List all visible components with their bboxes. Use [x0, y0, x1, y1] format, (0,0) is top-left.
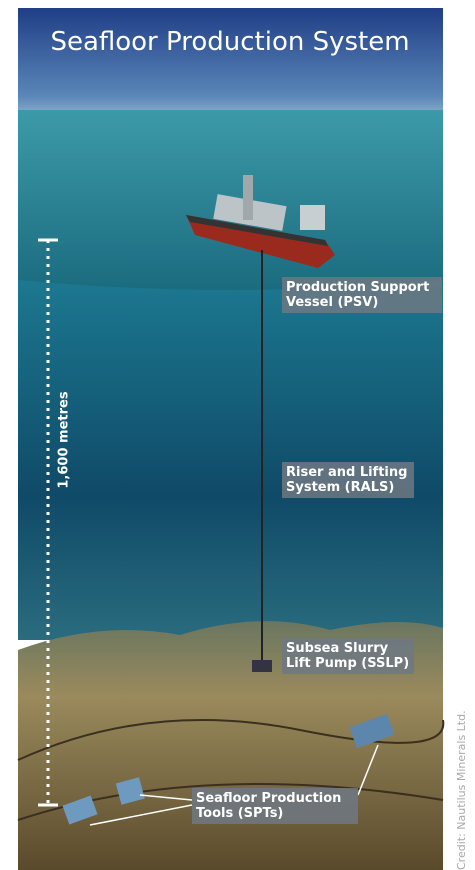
label-text: Tools (SPTs): [196, 806, 283, 821]
label-text: Vessel (PSV): [286, 295, 378, 310]
terrain-line: [17, 719, 445, 761]
label-text: System (RALS): [286, 480, 394, 495]
label-box: [192, 788, 358, 824]
scale-bar: [38, 238, 58, 807]
scale-label: 1,600 metres: [57, 391, 72, 488]
ship: [186, 175, 335, 268]
sky: [18, 8, 443, 118]
credit: Credit: Nautilus Minerals Ltd.: [455, 710, 468, 870]
label-text: Lift Pump (SSLP): [286, 656, 409, 671]
label-text: Production Support: [286, 280, 429, 295]
tools: [62, 713, 395, 826]
label-box: [282, 638, 414, 674]
label-text: Subsea Slurry: [286, 641, 389, 656]
title: Seafloor Production System: [50, 27, 409, 57]
deep-water: [18, 280, 443, 640]
label-text: Riser and Lifting: [286, 465, 407, 480]
label-box: [282, 462, 414, 498]
pump: [252, 660, 272, 672]
label-text: Seafloor Production: [196, 791, 341, 806]
label-box: [282, 277, 442, 313]
